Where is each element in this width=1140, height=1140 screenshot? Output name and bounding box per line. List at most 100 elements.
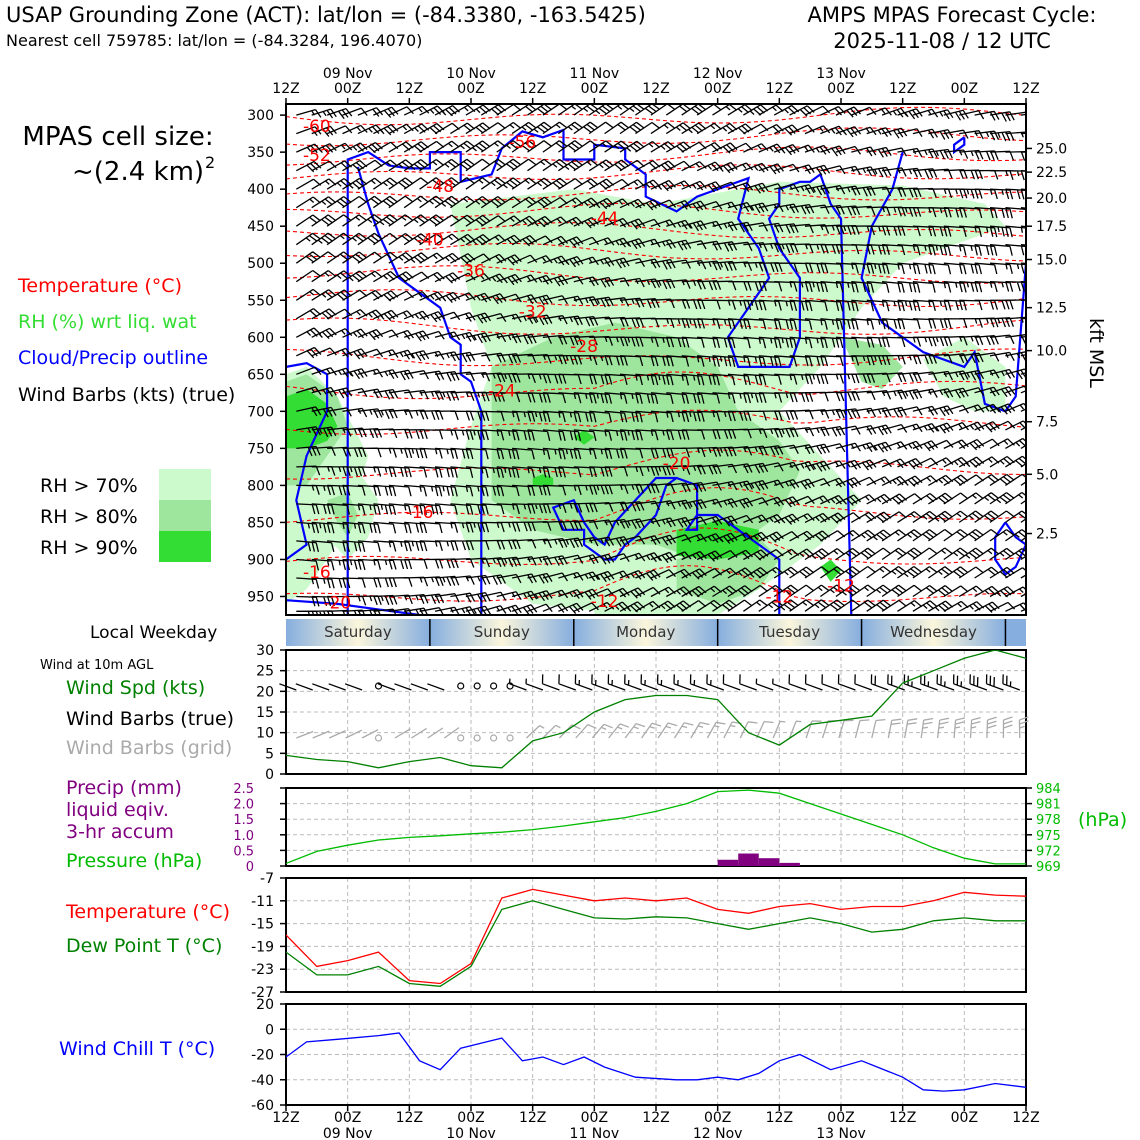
wind-barb <box>1005 437 1026 449</box>
wind-barb <box>589 392 613 404</box>
wind-barb <box>835 566 861 579</box>
wind-barb <box>357 142 383 154</box>
wind-barb <box>357 232 383 246</box>
wind-barb <box>326 270 352 283</box>
wind-barb <box>465 521 490 533</box>
wind-barb <box>404 503 427 516</box>
wind-barb <box>619 198 646 209</box>
wind-barb <box>912 510 938 523</box>
wind-barb <box>866 529 892 542</box>
temperature-contour <box>286 317 1026 335</box>
wind-barb <box>758 336 782 349</box>
wind-barb <box>773 566 799 579</box>
wind-barb <box>943 207 968 218</box>
wind-barb <box>712 221 738 232</box>
wind-barb <box>722 674 741 691</box>
wind-barb <box>635 483 660 494</box>
wind-barb <box>912 281 936 293</box>
wind-barb <box>311 367 337 376</box>
wind-speed-line <box>286 650 1026 769</box>
wind-barb <box>311 484 336 496</box>
wind-barb <box>404 409 429 420</box>
wind-barb <box>974 421 1000 433</box>
wind-barb <box>866 407 892 418</box>
wind-barb <box>727 373 751 386</box>
wind-barb <box>989 111 1015 122</box>
wind-barb <box>650 447 675 458</box>
wind-barb <box>943 439 969 449</box>
wind-barb <box>959 281 983 293</box>
wind-barb <box>743 162 769 173</box>
wind-barb <box>712 585 738 598</box>
wind-barb <box>650 122 676 135</box>
wind-barb <box>851 262 875 274</box>
wind-barb <box>342 124 368 135</box>
wind-barb <box>743 584 768 598</box>
wind-barb <box>773 513 800 525</box>
wind-barb <box>928 225 952 237</box>
wind-barb <box>820 425 846 437</box>
wind-barb <box>295 178 322 190</box>
wind-barb <box>974 281 998 293</box>
upper-wind-barbs <box>295 104 1026 615</box>
wind-barb <box>789 373 813 385</box>
rh-region <box>532 474 554 487</box>
wind-barb <box>743 336 767 349</box>
wind-barb <box>881 406 907 418</box>
legend-rh70-swatch <box>159 469 211 500</box>
wind-barb <box>712 241 738 252</box>
wind-barb <box>558 466 582 478</box>
wind-barb <box>419 350 445 360</box>
wind-barb <box>804 262 829 274</box>
wind-barb <box>327 540 350 553</box>
weekday-cell <box>429 619 574 646</box>
wind-barb <box>712 336 736 349</box>
wind-barb <box>820 548 846 561</box>
wind-barb <box>804 336 828 349</box>
wind-barb <box>1020 372 1026 375</box>
wind-barb <box>604 159 630 172</box>
wind-barb <box>673 722 694 739</box>
wind-barb <box>681 481 707 493</box>
wind-barb <box>837 674 856 691</box>
wind-barb <box>673 674 692 691</box>
wind-barb <box>943 370 969 381</box>
wind-barb <box>357 177 383 190</box>
wind-barb <box>758 299 782 311</box>
wind-barb <box>450 429 474 440</box>
windchill-line <box>286 1032 1026 1092</box>
wind-barb <box>296 503 320 515</box>
wind-barb <box>388 329 415 340</box>
wind-barb <box>635 199 661 211</box>
wind-barb <box>1005 170 1026 181</box>
wind-barb <box>928 262 952 275</box>
wind-barb <box>758 427 783 438</box>
wind-barb <box>974 207 998 219</box>
wind-barb <box>974 150 999 161</box>
wind-barb <box>727 599 753 612</box>
pressure-ytick-label: 984 <box>1036 782 1061 797</box>
wind-barb <box>295 683 313 691</box>
temperature-panel: -7 -11 -15 -19 -23 -27 <box>251 871 1027 1001</box>
precip-bar <box>738 853 759 866</box>
height-tick-label: 15.0 <box>1036 253 1067 269</box>
wind-barb <box>789 299 813 312</box>
wind-barb <box>527 158 552 172</box>
bottom-time-label: 12Z <box>889 1110 916 1126</box>
wind-barb <box>434 540 459 551</box>
wind-barb <box>650 392 674 404</box>
wind-barb <box>450 606 476 615</box>
wind-barb <box>419 105 445 116</box>
wind-barb <box>388 106 414 116</box>
wind-barb <box>696 498 723 508</box>
wind-barb <box>465 158 491 172</box>
wind-barb <box>712 318 736 330</box>
temp-contour-label: -12 <box>827 576 855 596</box>
wind-barb <box>866 166 892 178</box>
wind-barb <box>511 573 537 584</box>
wind-barb <box>974 547 1000 561</box>
wind-barb <box>665 122 691 135</box>
wind-barb <box>481 372 506 383</box>
wind-barb <box>958 528 984 542</box>
wind-barb <box>912 244 936 256</box>
